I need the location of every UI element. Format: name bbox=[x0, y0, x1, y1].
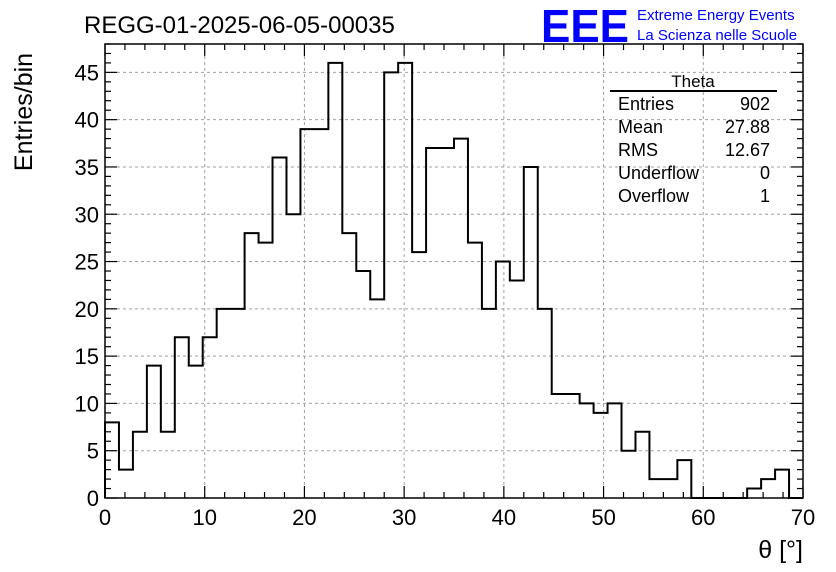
grid-lines bbox=[105, 44, 803, 498]
histogram-bin bbox=[300, 129, 314, 498]
histogram-bin bbox=[622, 451, 636, 498]
histogram-bin bbox=[552, 394, 566, 498]
stats-value-underflow: 0 bbox=[760, 163, 770, 183]
histogram-bin bbox=[677, 460, 691, 498]
histogram-bin bbox=[147, 366, 161, 498]
histogram-bin bbox=[454, 139, 468, 498]
histogram-bin bbox=[440, 148, 454, 498]
histogram-bin bbox=[133, 432, 147, 498]
y-tick-label: 10 bbox=[75, 391, 99, 416]
x-tick-label: 50 bbox=[591, 505, 615, 530]
stats-box: Theta Entries 902 Mean 27.88 RMS 12.67 U… bbox=[610, 72, 777, 206]
run-title: REGG-01-2025-06-05-00035 bbox=[84, 12, 395, 39]
stats-label-overflow: Overflow bbox=[618, 186, 690, 206]
x-tick-label: 0 bbox=[99, 505, 111, 530]
histogram-bin bbox=[314, 129, 328, 498]
stats-box-title: Theta bbox=[671, 72, 715, 91]
histogram-bin bbox=[510, 280, 524, 498]
stats-value-rms: 12.67 bbox=[725, 140, 770, 160]
histogram-bin bbox=[273, 158, 287, 499]
x-tick-label: 40 bbox=[492, 505, 516, 530]
y-tick-label: 5 bbox=[87, 439, 99, 464]
histogram-bin bbox=[370, 299, 384, 498]
stats-label-entries: Entries bbox=[618, 94, 674, 114]
stats-value-overflow: 1 bbox=[760, 186, 770, 206]
histogram-bin bbox=[412, 252, 426, 498]
x-tick-label: 30 bbox=[392, 505, 416, 530]
histogram-bin bbox=[175, 337, 189, 498]
stats-label-underflow: Underflow bbox=[618, 163, 700, 183]
x-tick-label: 60 bbox=[691, 505, 715, 530]
histogram-series bbox=[104, 61, 803, 499]
histogram-bin bbox=[245, 233, 259, 498]
y-tick-label: 0 bbox=[87, 486, 99, 511]
y-tick-label: 45 bbox=[75, 60, 99, 85]
histogram-bin bbox=[259, 243, 273, 498]
histogram-bin bbox=[161, 432, 175, 498]
histogram-bin bbox=[398, 63, 412, 498]
y-tick-label: 40 bbox=[75, 108, 99, 133]
y-tick-label: 20 bbox=[75, 297, 99, 322]
histogram-bin bbox=[496, 262, 510, 498]
y-axis-label: Entries/bin bbox=[10, 53, 38, 171]
stats-label-mean: Mean bbox=[618, 117, 663, 137]
histogram-bin bbox=[468, 243, 482, 498]
histogram-bin bbox=[384, 72, 398, 498]
histogram-bin bbox=[119, 470, 133, 498]
histogram-bin bbox=[342, 233, 356, 498]
histogram-outline bbox=[104, 61, 803, 499]
plot-frame-border bbox=[104, 43, 804, 499]
x-tick-label: 10 bbox=[192, 505, 216, 530]
histogram-bin bbox=[663, 479, 677, 498]
axis-ticks bbox=[104, 43, 804, 499]
histogram-bin bbox=[594, 413, 608, 498]
x-axis-label: θ [°] bbox=[758, 536, 803, 564]
y-tick-label: 15 bbox=[75, 344, 99, 369]
histogram-bin bbox=[775, 470, 789, 498]
stats-label-rms: RMS bbox=[618, 140, 658, 160]
histogram-bin bbox=[747, 489, 761, 498]
x-tick-label: 20 bbox=[292, 505, 316, 530]
histogram-bin bbox=[189, 366, 203, 498]
histogram-bin bbox=[649, 479, 663, 498]
plot-frame bbox=[104, 43, 804, 499]
histogram-bin bbox=[566, 394, 580, 498]
histogram-bin bbox=[328, 63, 342, 498]
y-tick-label: 25 bbox=[75, 250, 99, 275]
histogram-bin bbox=[217, 309, 231, 498]
histogram-bin bbox=[635, 432, 649, 498]
x-tick-label: 70 bbox=[791, 505, 815, 530]
histogram-bin bbox=[524, 167, 538, 498]
y-tick-label: 35 bbox=[75, 155, 99, 180]
stats-value-entries: 902 bbox=[740, 94, 770, 114]
y-tick-label: 30 bbox=[75, 202, 99, 227]
logo-line-1: Extreme Energy Events bbox=[637, 7, 795, 24]
histogram-bin bbox=[356, 271, 370, 498]
logo-line-2: La Scienza nelle Scuole bbox=[637, 27, 797, 44]
histogram-bin bbox=[426, 148, 440, 498]
stats-value-mean: 27.88 bbox=[725, 117, 770, 137]
